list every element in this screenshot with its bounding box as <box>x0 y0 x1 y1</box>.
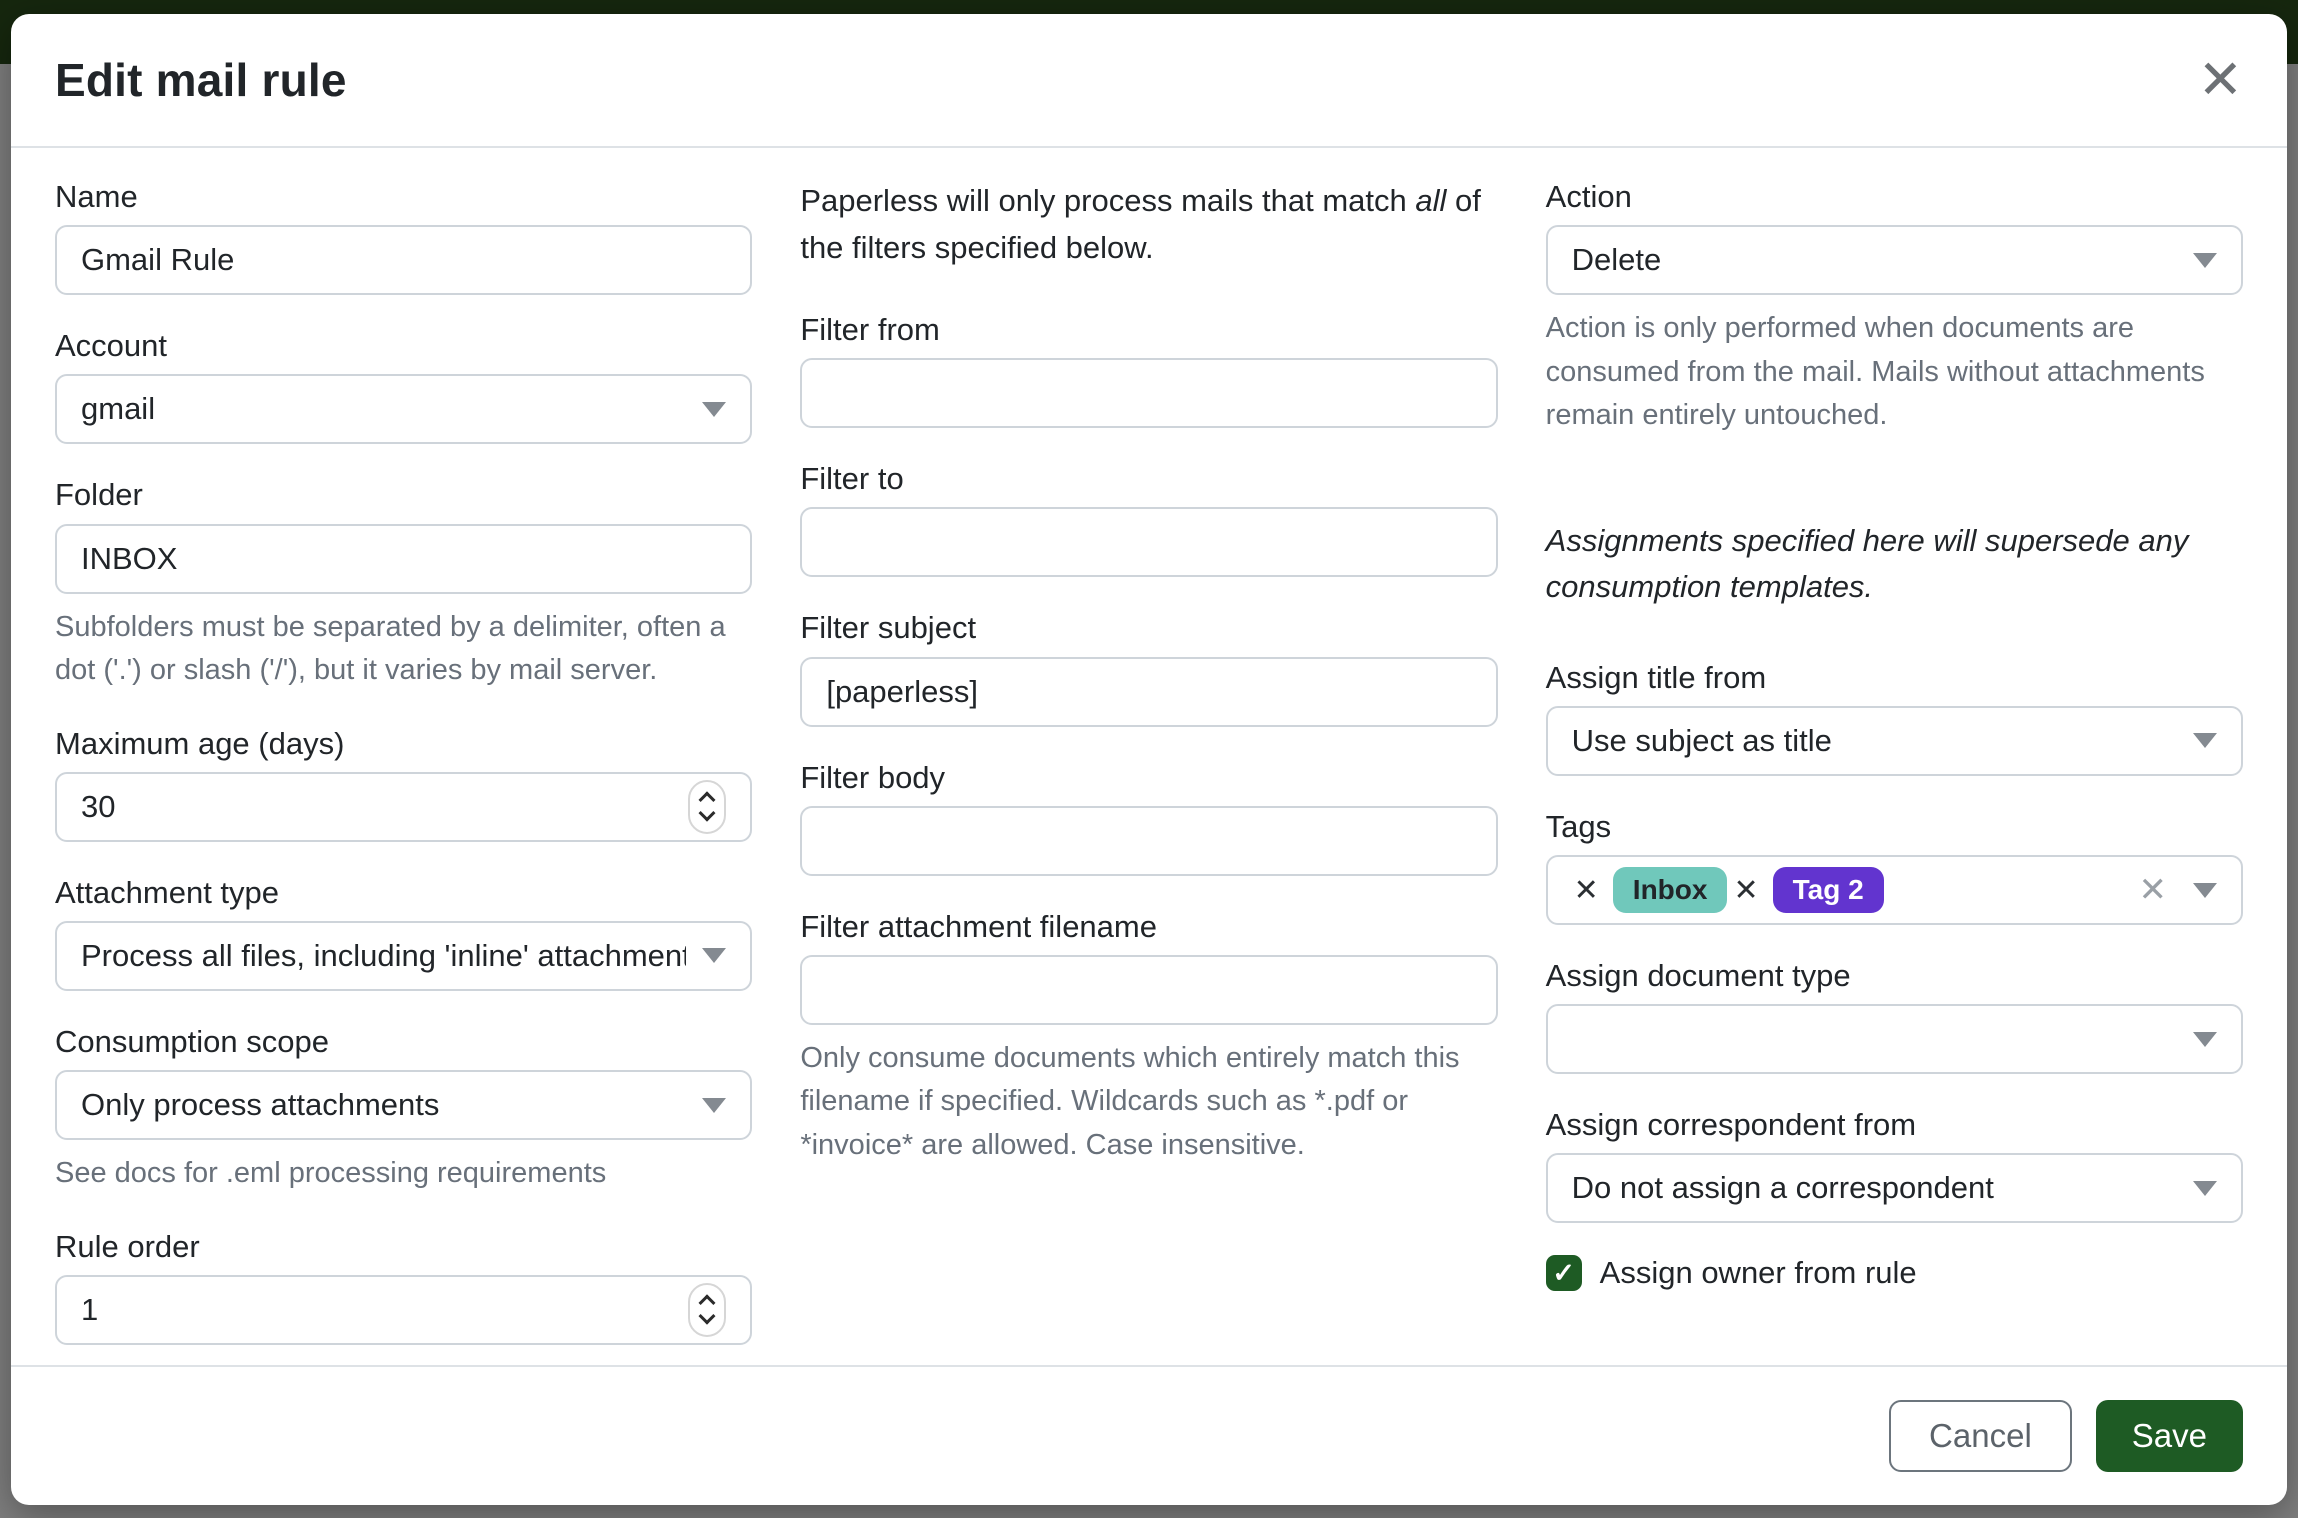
consumption-scope-label: Consumption scope <box>55 1023 329 1059</box>
tag-chip[interactable]: Tag 2 <box>1772 867 1884 914</box>
assign-correspondent-from-label: Assign correspondent from <box>1545 1107 1917 1143</box>
chevron-down-icon <box>702 948 727 964</box>
max-age-group: Maximum age (days) 30 <box>55 725 753 842</box>
dialog-body: Name Gmail Rule Account gmail Folder INB… <box>11 148 2287 1365</box>
tags-group: Tags ✕ Inbox ✕ Tag 2 ✕ <box>1545 808 2243 926</box>
assign-title-from-label: Assign title from <box>1545 659 1767 695</box>
assign-document-type-label: Assign document type <box>1545 958 1851 994</box>
max-age-label: Maximum age (days) <box>55 725 345 761</box>
chevron-down-icon <box>2192 882 2217 898</box>
chevron-down-icon <box>2192 1031 2217 1047</box>
action-group: Action Delete Action is only performed w… <box>1545 178 2243 438</box>
chevron-down-icon <box>702 1097 727 1113</box>
tags-label: Tags <box>1545 808 1612 844</box>
filter-body-group: Filter body <box>800 759 1498 876</box>
rule-order-input[interactable]: 1 <box>55 1274 753 1345</box>
assign-document-type-select[interactable] <box>1545 1004 2243 1075</box>
dialog-footer: Cancel Save <box>11 1365 2287 1505</box>
folder-input[interactable]: INBOX <box>55 523 753 594</box>
rule-order-label: Rule order <box>55 1228 200 1264</box>
filter-subject-label: Filter subject <box>800 610 977 646</box>
filters-intro-text: Paperless will only process mails that m… <box>800 183 1481 265</box>
stepper-down-icon <box>698 804 716 822</box>
assign-document-type-group: Assign document type <box>1545 957 2243 1075</box>
attachment-type-label: Attachment type <box>55 874 280 910</box>
filter-subject-input[interactable]: [paperless] <box>800 656 1498 727</box>
filter-attachment-filename-group: Filter attachment filename Only consume … <box>800 908 1498 1168</box>
account-label: Account <box>55 328 168 364</box>
name-label: Name <box>55 179 138 214</box>
checkbox-checked-icon: ✓ <box>1545 1255 1582 1292</box>
tags-select[interactable]: ✕ Inbox ✕ Tag 2 ✕ <box>1545 855 2243 926</box>
column-general: Name Gmail Rule Account gmail Folder INB… <box>55 178 753 1365</box>
filter-attachment-filename-input[interactable] <box>800 954 1498 1025</box>
folder-help-text: Subfolders must be separated by a delimi… <box>55 610 726 687</box>
account-select[interactable]: gmail <box>55 374 753 445</box>
account-group: Account gmail <box>55 327 753 445</box>
max-age-input[interactable]: 30 <box>55 771 753 842</box>
name-input[interactable]: Gmail Rule <box>55 225 753 296</box>
column-filters: Paperless will only process mails that m… <box>800 178 1498 1365</box>
assignments-note: Assignments specified here will supersed… <box>1545 522 2189 605</box>
cancel-button[interactable]: Cancel <box>1889 1400 2072 1472</box>
page-title: Edit mail rule <box>55 54 347 106</box>
consumption-scope-group: Consumption scope Only process attachmen… <box>55 1023 753 1196</box>
column-actions: Action Delete Action is only performed w… <box>1545 178 2243 1365</box>
filter-to-input[interactable] <box>800 507 1498 578</box>
chevron-down-icon <box>2192 1180 2217 1196</box>
action-help-text: Action is only performed when documents … <box>1545 312 2205 432</box>
stepper-down-icon <box>698 1307 716 1325</box>
remove-tag-icon[interactable]: ✕ <box>1573 873 1599 907</box>
dialog-header: Edit mail rule ✕ <box>11 14 2287 148</box>
save-button[interactable]: Save <box>2095 1400 2243 1472</box>
filter-to-label: Filter to <box>800 461 904 497</box>
edit-mail-rule-dialog: Edit mail rule ✕ Name Gmail Rule Account… <box>11 14 2287 1505</box>
chevron-down-icon <box>2192 733 2217 749</box>
filter-attachment-filename-label: Filter attachment filename <box>800 908 1157 944</box>
assign-owner-checkbox[interactable]: ✓ Assign owner from rule <box>1545 1255 2243 1292</box>
attachment-type-group: Attachment type Process all files, inclu… <box>55 874 753 991</box>
action-select[interactable]: Delete <box>1545 225 2243 296</box>
chevron-down-icon <box>702 401 727 417</box>
max-age-stepper[interactable] <box>688 779 727 834</box>
folder-label: Folder <box>55 477 143 513</box>
attachment-type-select[interactable]: Process all files, including 'inline' at… <box>55 920 753 991</box>
filter-attachment-filename-help-text: Only consume documents which entirely ma… <box>800 1041 1460 1161</box>
remove-tag-icon[interactable]: ✕ <box>1733 873 1759 907</box>
filter-from-label: Filter from <box>800 312 940 347</box>
folder-group: Folder INBOX Subfolders must be separate… <box>55 476 753 692</box>
assign-title-from-group: Assign title from Use subject as title <box>1545 659 2243 776</box>
assign-correspondent-from-group: Assign correspondent from Do not assign … <box>1545 1106 2243 1224</box>
filter-from-input[interactable] <box>800 358 1498 429</box>
assign-title-from-select[interactable]: Use subject as title <box>1545 705 2243 776</box>
filter-from-group: Filter from <box>800 311 1498 429</box>
consumption-scope-help-text: See docs for .eml processing requirement… <box>55 1157 607 1190</box>
filter-to-group: Filter to <box>800 460 1498 578</box>
consumption-scope-select[interactable]: Only process attachments <box>55 1070 753 1141</box>
close-icon[interactable]: ✕ <box>2197 50 2243 110</box>
clear-tags-icon[interactable]: ✕ <box>2138 871 2167 910</box>
tag-chip[interactable]: Inbox <box>1612 867 1728 914</box>
name-group: Name Gmail Rule <box>55 178 753 296</box>
action-label: Action <box>1545 179 1632 214</box>
filter-body-input[interactable] <box>800 805 1498 876</box>
rule-order-group: Rule order 1 <box>55 1228 753 1345</box>
filter-subject-group: Filter subject [paperless] <box>800 609 1498 727</box>
chevron-down-icon <box>2192 252 2217 268</box>
rule-order-stepper[interactable] <box>688 1282 727 1337</box>
assign-correspondent-from-select[interactable]: Do not assign a correspondent <box>1545 1153 2243 1224</box>
filter-body-label: Filter body <box>800 759 946 795</box>
assign-owner-label: Assign owner from rule <box>1599 1255 1917 1291</box>
